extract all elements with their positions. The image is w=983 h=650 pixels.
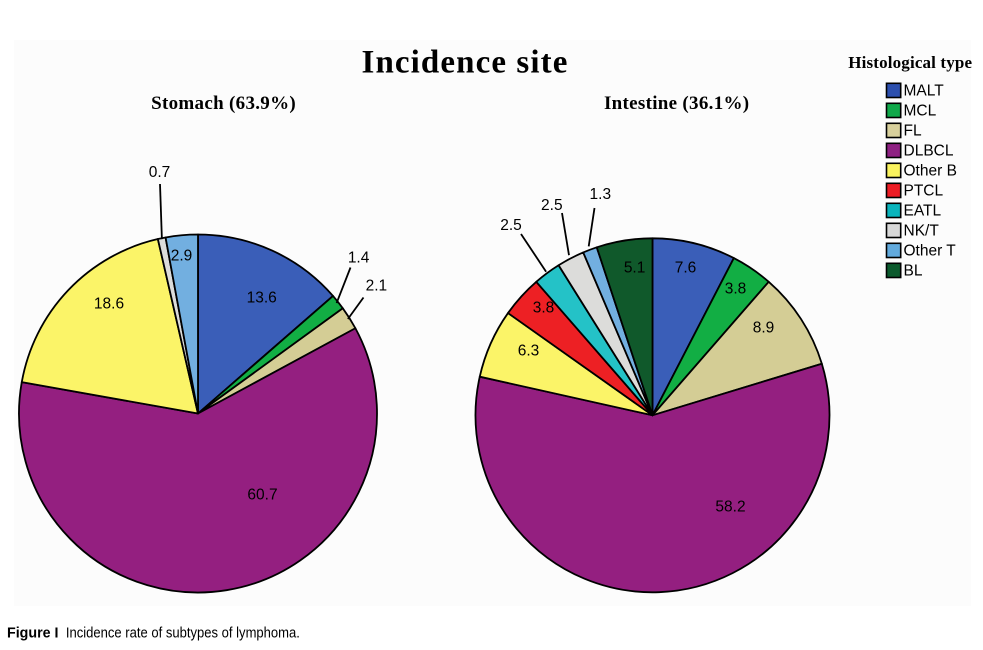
svg-text:FL: FL	[904, 123, 922, 140]
svg-text:Incidence rate of subtypes of: Incidence rate of subtypes of lymphoma.	[66, 624, 300, 641]
svg-text:PTCL: PTCL	[904, 183, 944, 200]
svg-text:3.8: 3.8	[725, 281, 747, 298]
svg-text:1.3: 1.3	[590, 186, 612, 203]
svg-text:Intestine (36.1%): Intestine (36.1%)	[604, 93, 749, 114]
svg-text:Other B: Other B	[904, 163, 957, 180]
svg-text:Stomach (63.9%): Stomach (63.9%)	[151, 93, 296, 114]
svg-text:NK/T: NK/T	[904, 223, 940, 240]
svg-text:3.8: 3.8	[533, 299, 555, 316]
svg-text:0.7: 0.7	[149, 164, 171, 181]
svg-text:MCL: MCL	[904, 103, 937, 120]
svg-text:2.1: 2.1	[366, 278, 388, 295]
svg-text:5.1: 5.1	[624, 260, 646, 277]
svg-text:MALT: MALT	[904, 83, 945, 100]
svg-text:7.6: 7.6	[675, 260, 697, 277]
svg-text:Figure I: Figure I	[7, 624, 59, 641]
svg-text:13.6: 13.6	[247, 290, 277, 307]
svg-text:2.5: 2.5	[541, 197, 563, 214]
svg-text:2.5: 2.5	[500, 217, 522, 234]
svg-text:Other T: Other T	[904, 243, 957, 260]
svg-text:DLBCL: DLBCL	[904, 143, 954, 160]
svg-text:EATL: EATL	[904, 203, 942, 220]
svg-text:2.9: 2.9	[171, 248, 193, 265]
svg-text:1.4: 1.4	[348, 250, 370, 267]
svg-text:60.7: 60.7	[247, 486, 277, 503]
svg-text:BL: BL	[904, 263, 923, 280]
svg-text:Histological type: Histological type	[848, 53, 972, 72]
svg-text:6.3: 6.3	[518, 342, 540, 359]
svg-text:18.6: 18.6	[94, 296, 124, 313]
svg-text:58.2: 58.2	[715, 499, 745, 516]
svg-text:Incidence site: Incidence site	[362, 45, 569, 81]
svg-text:8.9: 8.9	[753, 320, 775, 337]
